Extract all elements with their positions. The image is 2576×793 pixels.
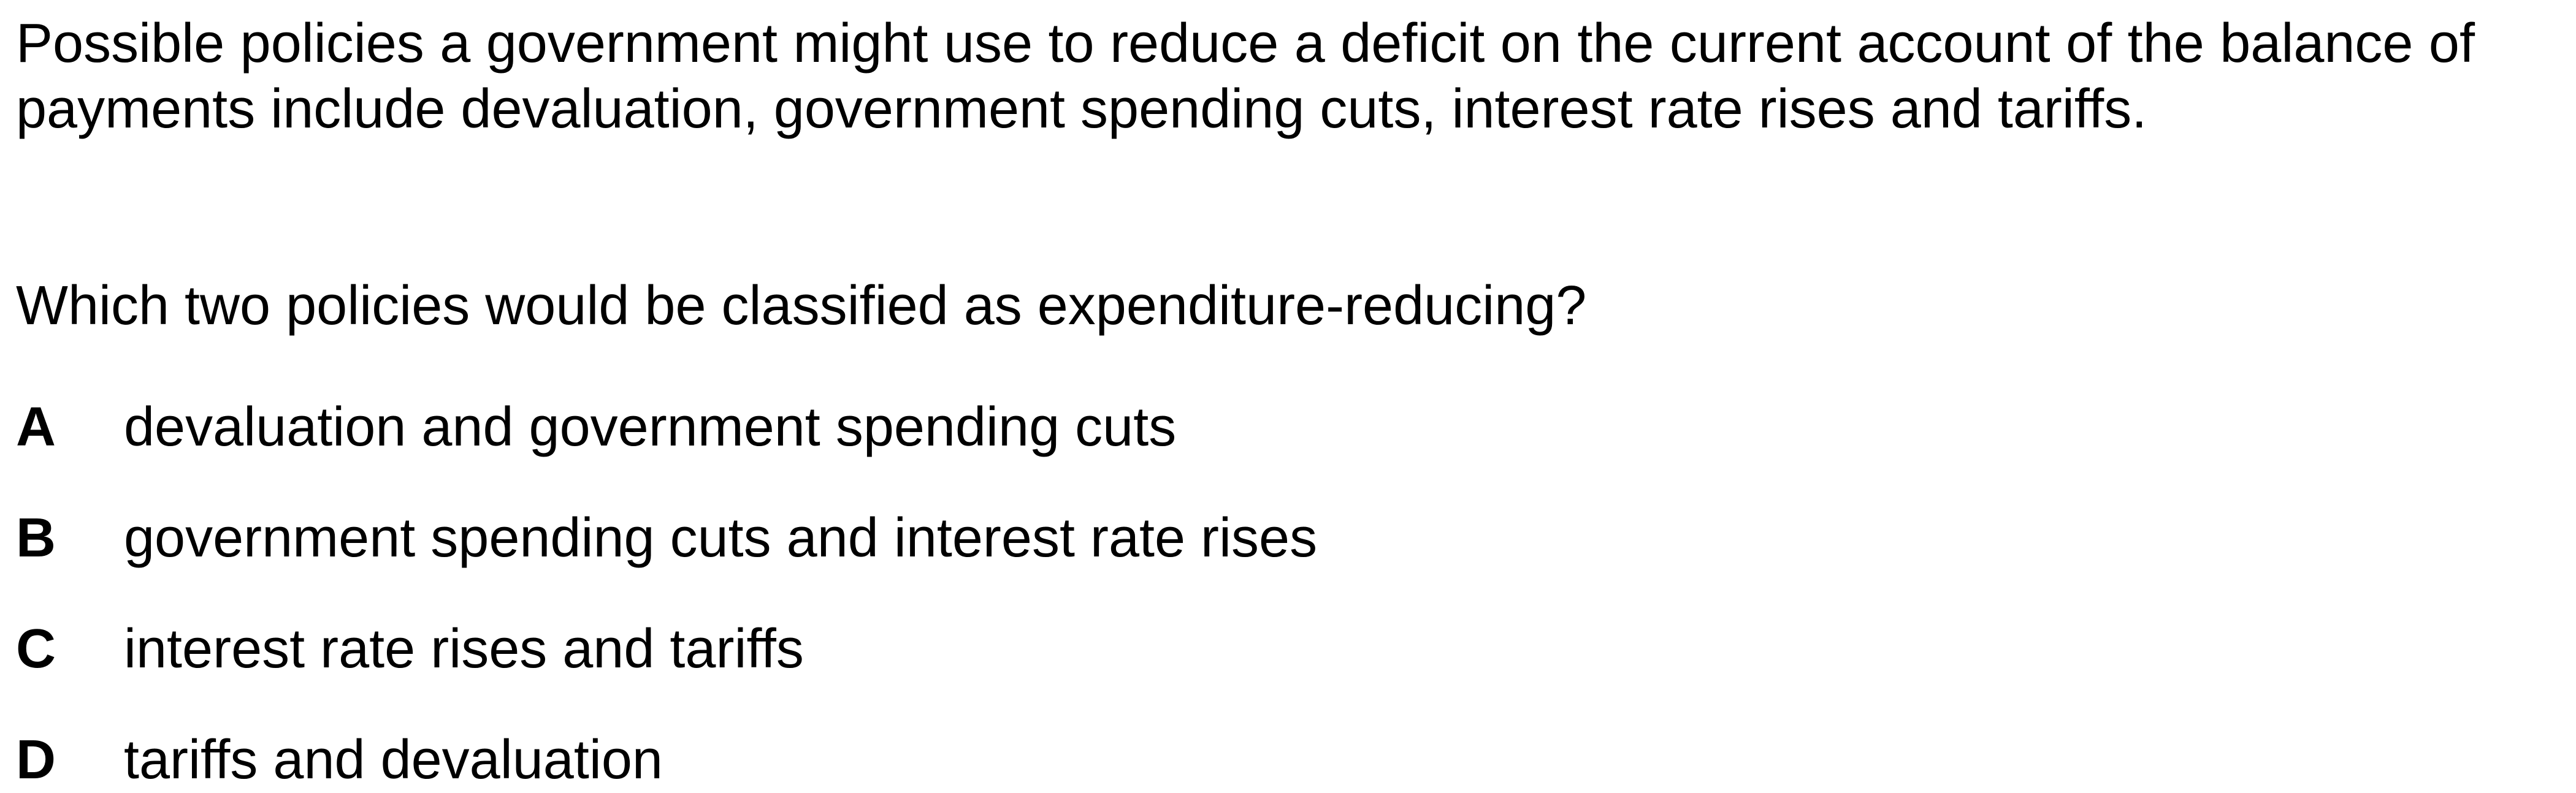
option-letter: C (16, 618, 56, 680)
option-letter: A (16, 397, 56, 458)
option-text: devaluation and government spending cuts (124, 397, 1177, 458)
question-block: Possible policies a government might use… (16, 11, 2475, 791)
question-stem: Possible policies a government might use… (16, 13, 2475, 140)
option-text: tariffs and devaluation (124, 729, 663, 791)
option-letter: B (16, 507, 56, 569)
option-letter: D (16, 729, 56, 791)
option-text: interest rate rises and tariffs (124, 618, 804, 680)
option-text: government spending cuts and interest ra… (124, 507, 1318, 569)
question-prompt: Which two policies would be classified a… (16, 275, 1587, 336)
